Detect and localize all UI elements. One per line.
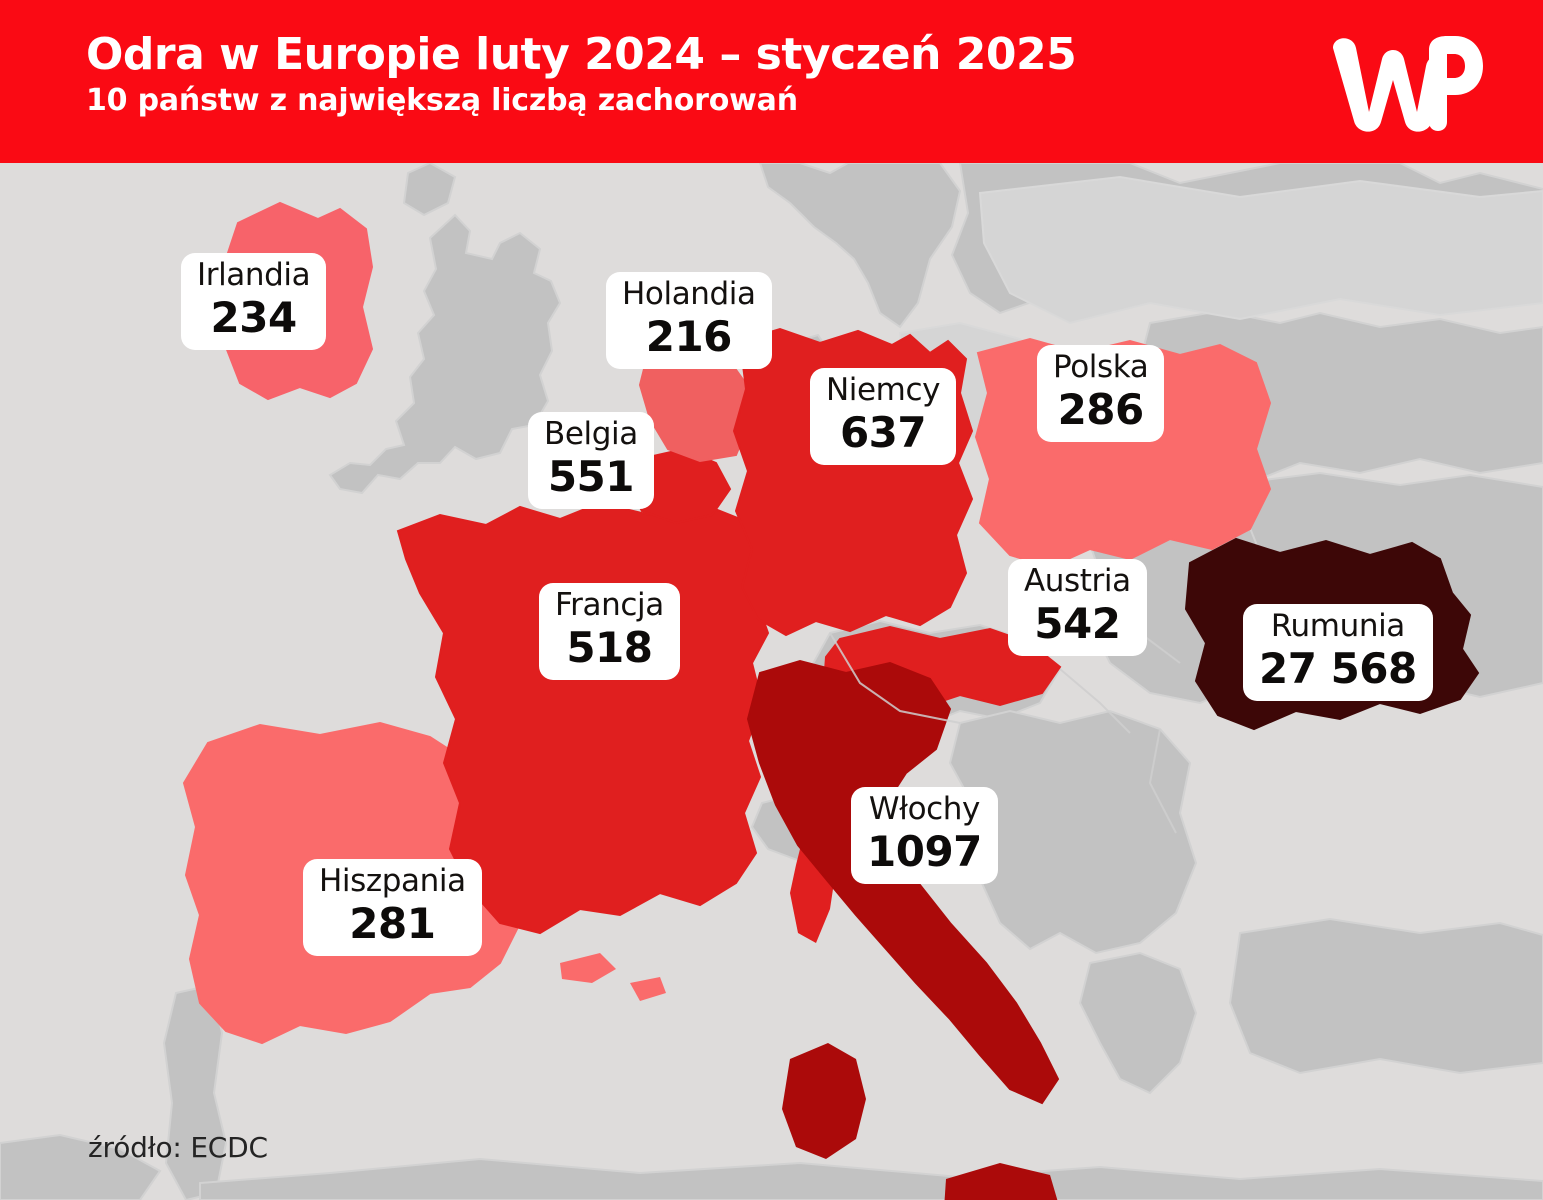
label-austria-value: 542 [1034, 599, 1121, 648]
label-niemcy-value: 637 [839, 408, 927, 457]
label-irlandia-value: 234 [210, 293, 298, 342]
label-belgia-value: 551 [547, 452, 635, 501]
header-bar: Odra w Europie luty 2024 – styczeń 2025 … [0, 0, 1543, 163]
label-polska-name: Polska [1053, 349, 1149, 385]
landmass-filler-west [0, 1133, 162, 1200]
label-francja-value: 518 [566, 623, 653, 672]
label-holandia-name: Holandia [622, 276, 756, 312]
country-uk [328, 213, 562, 495]
label-niemcy: Niemcy 637 [810, 368, 957, 465]
label-irlandia: Irlandia 234 [181, 253, 327, 350]
country-scotland [402, 163, 457, 217]
label-wlochy-name: Włochy [868, 791, 980, 827]
label-rumunia-value: 27 568 [1259, 644, 1417, 693]
country-turkey [1228, 917, 1543, 1075]
label-austria-name: Austria [1024, 563, 1131, 599]
label-holandia: Holandia 216 [606, 272, 772, 369]
label-belgia: Belgia 551 [528, 412, 654, 509]
label-hiszpania-name: Hiszpania [319, 863, 466, 899]
label-hiszpania-value: 281 [349, 899, 436, 948]
label-francja: Francja 518 [539, 583, 680, 680]
label-polska-value: 286 [1057, 385, 1145, 434]
island-sardynia [782, 1043, 866, 1159]
header-text-block: Odra w Europie luty 2024 – styczeń 2025 … [86, 29, 1077, 119]
label-wlochy-value: 1097 [867, 827, 982, 876]
wp-logo [1333, 36, 1483, 132]
source-note: źródło: ECDC [88, 1131, 268, 1164]
label-niemcy-name: Niemcy [826, 372, 941, 408]
label-hiszpania: Hiszpania 281 [303, 859, 482, 956]
landmass-northeast-tint [978, 175, 1543, 325]
label-francja-name: Francja [555, 587, 664, 623]
island-baleary [560, 953, 616, 983]
country-north-africa [199, 1157, 1543, 1200]
country-scandinavia [758, 163, 962, 329]
island-sycylia [944, 1163, 1058, 1200]
label-belgia-name: Belgia [544, 416, 638, 452]
label-austria: Austria 542 [1008, 559, 1147, 656]
label-holandia-value: 216 [645, 312, 733, 361]
label-rumunia-name: Rumunia [1270, 608, 1406, 644]
page-title: Odra w Europie luty 2024 – styczeń 2025 [86, 29, 1077, 80]
country-greece [1078, 951, 1198, 1095]
label-rumunia: Rumunia 27 568 [1243, 604, 1433, 701]
label-polska: Polska 286 [1037, 345, 1165, 442]
label-irlandia-name: Irlandia [197, 257, 311, 293]
label-wlochy: Włochy 1097 [851, 787, 998, 884]
page-subtitle: 10 państw z największą liczbą zachorowań [86, 83, 798, 119]
island-baleary-2 [630, 977, 666, 1001]
